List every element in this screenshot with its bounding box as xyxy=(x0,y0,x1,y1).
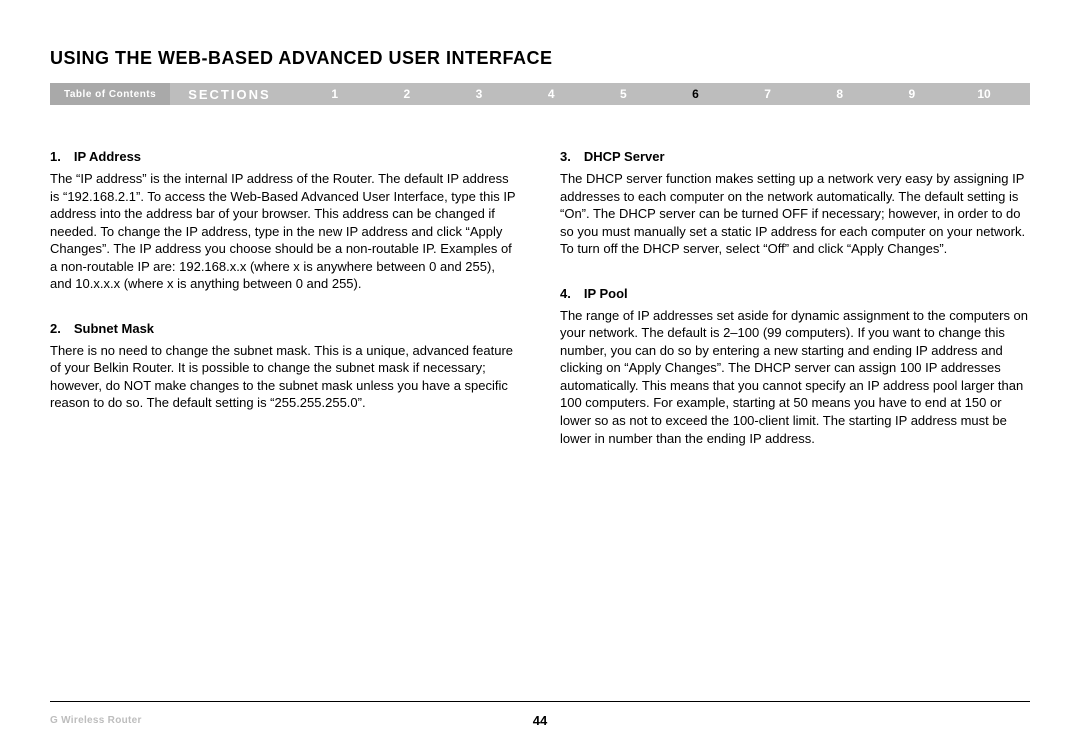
nav-section-1[interactable]: 1 xyxy=(299,87,371,101)
footer-rule xyxy=(50,701,1030,702)
footer-row: G Wireless Router 44 xyxy=(50,712,1030,728)
nav-section-numbers: 1 2 3 4 5 6 7 8 9 10 xyxy=(289,83,1030,105)
page-footer: G Wireless Router 44 xyxy=(50,701,1030,728)
nav-section-9[interactable]: 9 xyxy=(876,87,948,101)
nav-section-5[interactable]: 5 xyxy=(587,87,659,101)
nav-section-7[interactable]: 7 xyxy=(732,87,804,101)
page-number: 44 xyxy=(50,713,1030,728)
nav-sections-label: SECTIONS xyxy=(170,83,288,105)
heading-subnet-mask: 2. Subnet Mask xyxy=(50,321,520,336)
nav-section-8[interactable]: 8 xyxy=(804,87,876,101)
nav-section-4[interactable]: 4 xyxy=(515,87,587,101)
body-ip-pool: The range of IP addresses set aside for … xyxy=(560,307,1030,447)
document-page: USING THE WEB-BASED ADVANCED USER INTERF… xyxy=(0,0,1080,756)
section-nav: Table of Contents SECTIONS 1 2 3 4 5 6 7… xyxy=(50,83,1030,105)
right-column: 3. DHCP Server The DHCP server function … xyxy=(560,149,1030,475)
body-dhcp-server: The DHCP server function makes setting u… xyxy=(560,170,1030,258)
page-title: USING THE WEB-BASED ADVANCED USER INTERF… xyxy=(50,48,1030,69)
body-subnet-mask: There is no need to change the subnet ma… xyxy=(50,342,520,412)
nav-toc-link[interactable]: Table of Contents xyxy=(50,83,170,105)
heading-ip-pool: 4. IP Pool xyxy=(560,286,1030,301)
content-columns: 1. IP Address The “IP address” is the in… xyxy=(50,149,1030,475)
nav-section-10[interactable]: 10 xyxy=(948,87,1020,101)
body-ip-address: The “IP address” is the internal IP addr… xyxy=(50,170,520,293)
heading-ip-address: 1. IP Address xyxy=(50,149,520,164)
nav-section-2[interactable]: 2 xyxy=(371,87,443,101)
nav-section-6[interactable]: 6 xyxy=(659,87,731,101)
nav-section-3[interactable]: 3 xyxy=(443,87,515,101)
heading-dhcp-server: 3. DHCP Server xyxy=(560,149,1030,164)
left-column: 1. IP Address The “IP address” is the in… xyxy=(50,149,520,475)
